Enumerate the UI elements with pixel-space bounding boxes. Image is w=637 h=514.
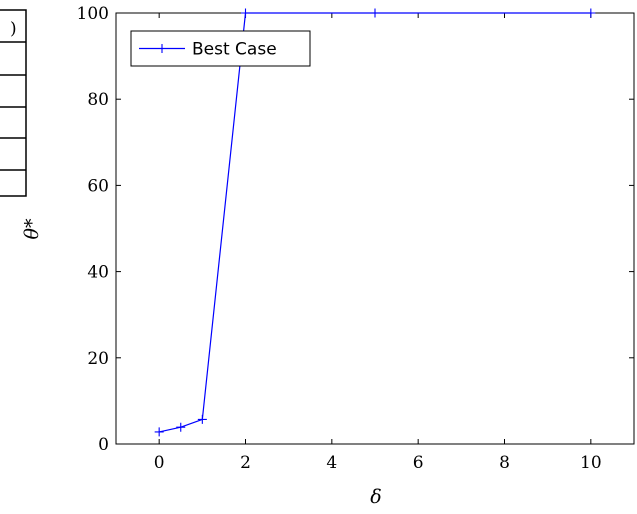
data-point — [154, 427, 164, 437]
y-tick-label: 40 — [87, 263, 109, 283]
side-table: ) — [0, 9, 27, 197]
data-point — [197, 414, 207, 424]
y-tick-label: 20 — [87, 349, 109, 369]
legend-marker — [157, 44, 167, 53]
y-axis-label: θ* — [21, 218, 43, 239]
series-line — [159, 12, 591, 433]
x-tick-label: 0 — [154, 453, 165, 473]
x-tick-label: 8 — [499, 453, 510, 473]
x-axis-label: δ — [370, 486, 381, 508]
data-point — [586, 8, 596, 18]
y-tick-label: 60 — [87, 176, 109, 196]
x-tick-label: 6 — [413, 453, 424, 473]
data-point — [241, 8, 250, 18]
plot-frame — [115, 12, 635, 445]
y-tick-label: 0 — [98, 435, 109, 455]
side-table-fragment: ) — [10, 19, 17, 39]
x-tick-label: 10 — [580, 453, 602, 473]
y-tick-label: 100 — [77, 4, 109, 24]
side-table-border — [0, 9, 27, 197]
data-point — [370, 8, 380, 18]
y-tick-label: 80 — [87, 90, 109, 110]
legend-label: Best Case — [192, 40, 277, 60]
x-tick-label: 2 — [240, 453, 251, 473]
data-point — [176, 422, 186, 432]
x-tick-label: 4 — [326, 453, 337, 473]
